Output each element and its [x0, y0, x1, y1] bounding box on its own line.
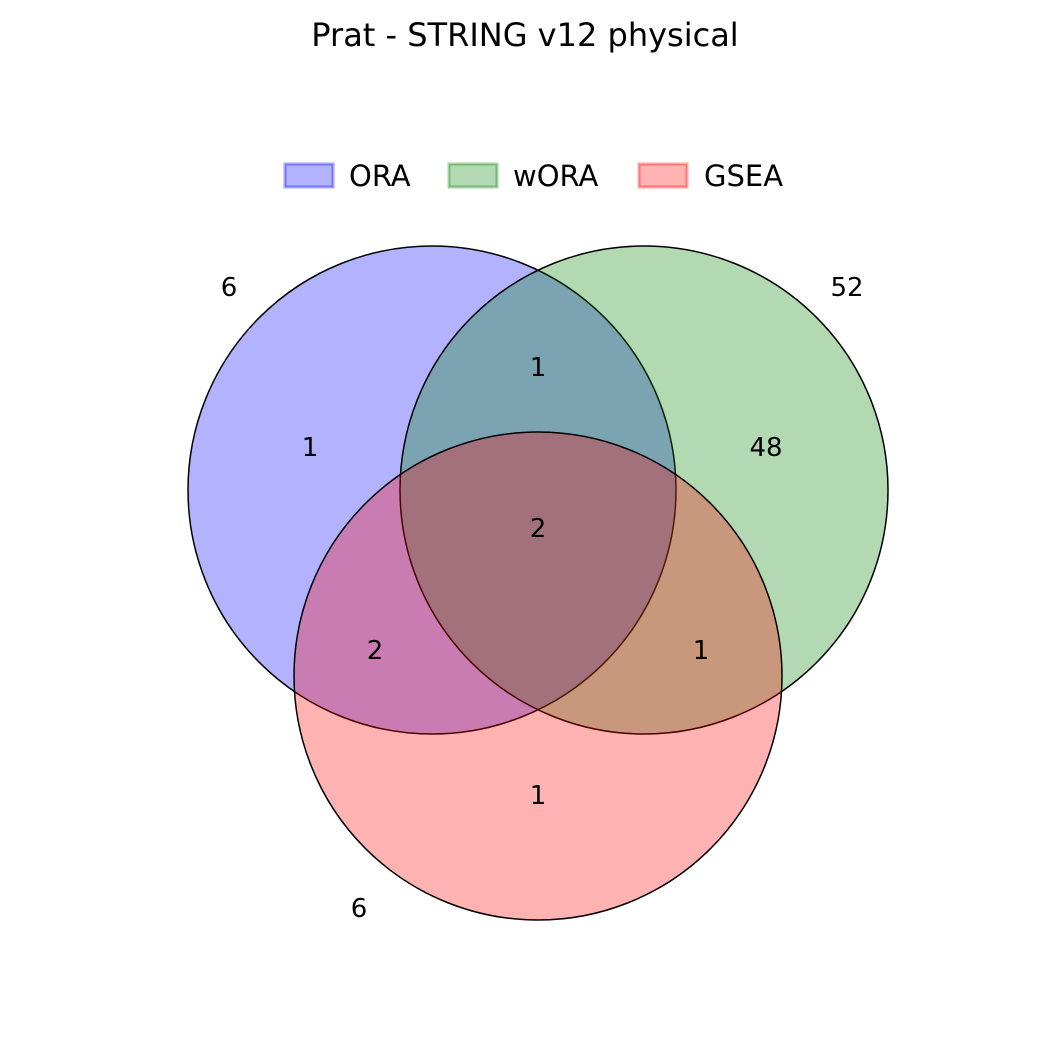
chart-title: Prat - STRING v12 physical: [311, 16, 738, 54]
set-total-wora: 52: [830, 273, 863, 303]
venn-circles: [187, 245, 889, 921]
region-label-wora-only: 48: [749, 433, 782, 463]
legend-item-gsea: GSEA: [637, 159, 783, 193]
legend-item-wora: wORA: [447, 159, 599, 193]
region-label-ora-gsea: 2: [367, 636, 384, 666]
legend-swatch-wora: [447, 162, 499, 189]
legend-item-ora: ORA: [283, 159, 411, 193]
region-label-wora-gsea: 1: [693, 636, 710, 666]
legend-label-gsea: GSEA: [704, 159, 783, 193]
circle-ora: [187, 245, 677, 735]
region-label-all-three: 2: [530, 514, 547, 544]
region-label-ora-wora: 1: [530, 353, 547, 383]
legend-swatch-ora: [283, 162, 335, 189]
region-labels: 1 48 1 1 2 1 2: [302, 353, 783, 811]
set-total-ora: 6: [221, 273, 238, 303]
legend-label-wora: wORA: [513, 159, 599, 193]
circle-gsea: [293, 431, 783, 921]
set-total-gsea: 6: [351, 894, 368, 924]
region-label-gsea-only: 1: [530, 781, 547, 811]
circle-wora: [399, 245, 889, 735]
legend-swatch-gsea: [637, 162, 689, 189]
region-label-ora-only: 1: [302, 433, 319, 463]
legend: ORA wORA GSEA: [283, 159, 783, 193]
legend-label-ora: ORA: [349, 159, 411, 193]
set-totals: 6 52 6: [221, 273, 864, 924]
